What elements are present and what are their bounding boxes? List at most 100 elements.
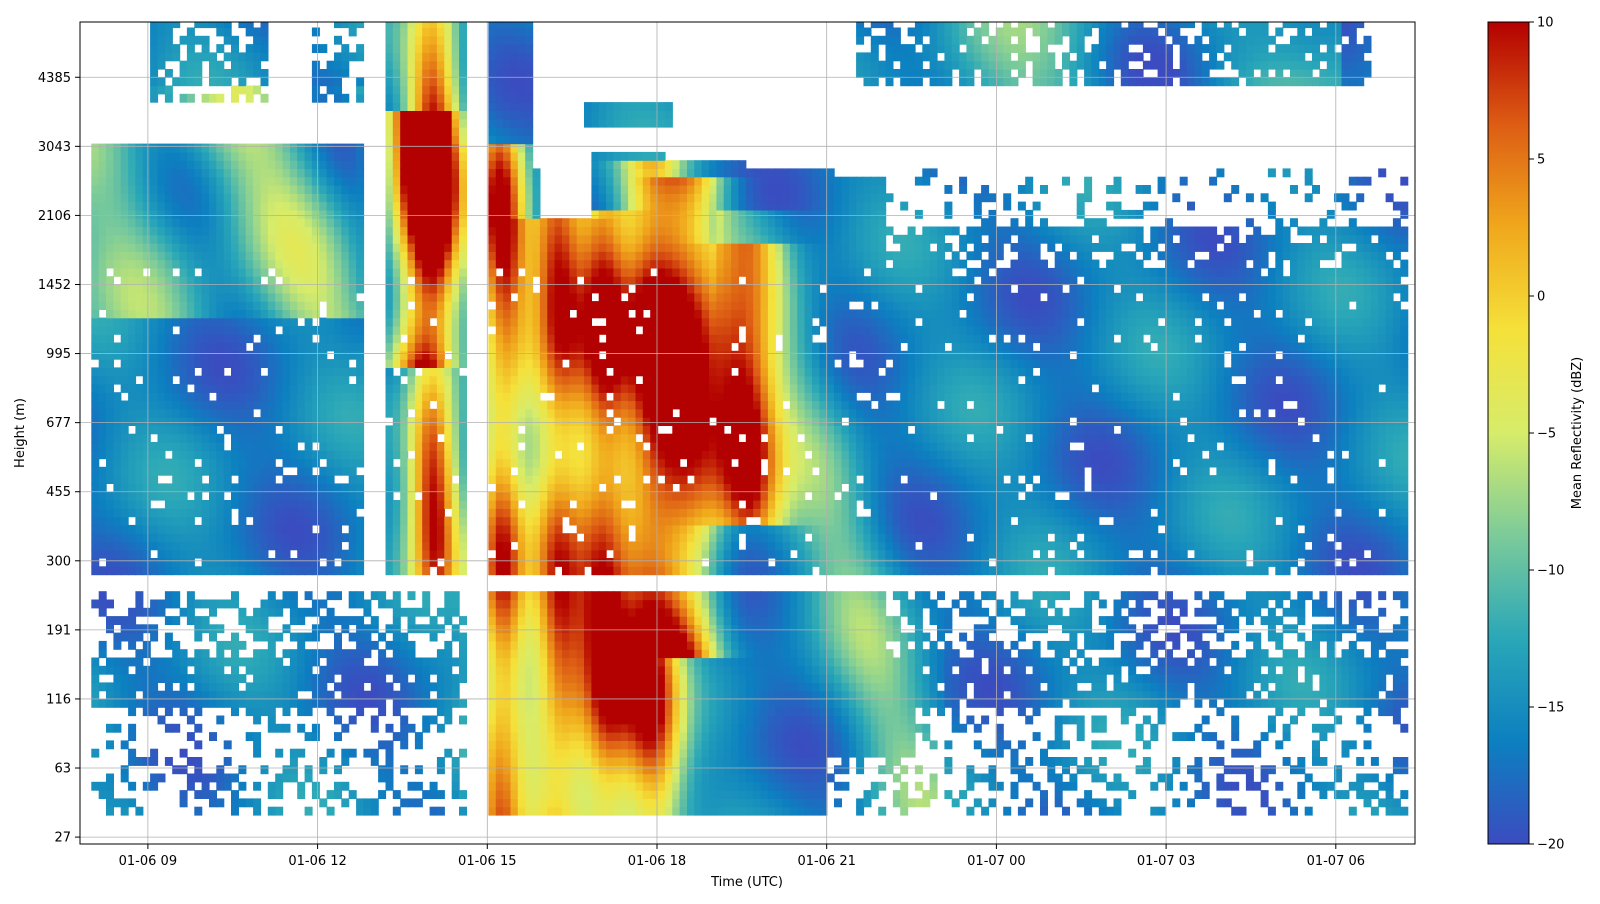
heatmap-cell (186, 185, 195, 194)
heatmap-cell (334, 325, 342, 335)
heatmap-cell (98, 325, 107, 335)
heatmap-cell (209, 209, 217, 219)
heatmap-cell (385, 500, 394, 509)
heatmap-cell (341, 781, 350, 791)
heatmap-cell (562, 533, 570, 543)
heatmap-cell (356, 143, 365, 153)
heatmap-cell (238, 491, 247, 501)
heatmap-cell (179, 466, 188, 476)
heatmap-cell (459, 151, 467, 161)
heatmap-cell (267, 143, 276, 153)
heatmap-cell (547, 384, 556, 393)
heatmap-cell (275, 350, 284, 360)
heatmap-cell (348, 698, 357, 708)
heatmap-cell (231, 649, 239, 659)
heatmap-cell (495, 690, 504, 700)
heatmap-cell (591, 168, 600, 178)
heatmap-cell (620, 798, 629, 808)
heatmap-cell (444, 458, 453, 468)
heatmap-cell (157, 674, 166, 683)
heatmap-cell (194, 168, 203, 178)
heatmap-cell (319, 267, 328, 277)
heatmap-cell (275, 292, 284, 302)
heatmap-cell (297, 508, 306, 518)
heatmap-cell (209, 267, 217, 277)
heatmap-cell (598, 259, 607, 269)
heatmap-cell (289, 665, 298, 675)
heatmap-cell (598, 549, 607, 559)
heatmap-cell (164, 384, 173, 393)
heatmap-cell (150, 342, 159, 352)
heatmap-cell (223, 640, 232, 650)
heatmap-cell (400, 483, 409, 493)
heatmap-cell (311, 541, 320, 551)
heatmap-cell (554, 425, 563, 435)
heatmap-cell (436, 118, 445, 128)
heatmap-cell (613, 748, 622, 758)
heatmap-cell (576, 723, 585, 733)
heatmap-cell (216, 516, 225, 526)
heatmap-cell (164, 234, 173, 244)
heatmap-cell (385, 69, 394, 78)
heatmap-cell (356, 276, 365, 286)
heatmap-cell (422, 176, 431, 186)
heatmap-cell (245, 44, 254, 53)
heatmap-cell (495, 508, 504, 518)
heatmap-cell (591, 442, 600, 451)
heatmap-cell (238, 259, 247, 269)
heatmap-cell (106, 201, 114, 211)
heatmap-cell (150, 690, 159, 700)
heatmap-cell (186, 524, 195, 534)
heatmap-cell (495, 27, 504, 37)
heatmap-cell (628, 640, 637, 650)
heatmap-cell (289, 417, 298, 426)
heatmap-cell (429, 657, 438, 667)
heatmap-cell (436, 52, 445, 62)
heatmap-cell (525, 110, 534, 120)
heatmap-cell (334, 168, 342, 178)
heatmap-cell (231, 334, 239, 344)
heatmap-cell (407, 118, 416, 128)
heatmap-cell (532, 591, 541, 601)
heatmap-cell (459, 342, 467, 352)
heatmap-cell (120, 657, 129, 667)
heatmap-cell (142, 400, 151, 410)
heatmap-cell (194, 757, 203, 766)
heatmap-cell (113, 442, 122, 451)
heatmap-cell (392, 516, 401, 526)
heatmap-cell (319, 185, 328, 194)
heatmap-cell (392, 168, 401, 178)
heatmap-cell (341, 466, 350, 476)
heatmap-cell (282, 458, 291, 468)
heatmap-cell (444, 549, 453, 559)
heatmap-cell (91, 566, 100, 576)
heatmap-cell (98, 218, 107, 228)
heatmap-cell (282, 251, 291, 261)
heatmap-cell (297, 657, 306, 667)
heatmap-cell (186, 616, 195, 625)
heatmap-cell (562, 500, 570, 509)
heatmap-cell (157, 558, 166, 567)
heatmap-cell (407, 640, 416, 650)
heatmap-cell (356, 342, 365, 352)
heatmap-cell (164, 524, 173, 534)
heatmap-cell (106, 243, 114, 252)
heatmap-cell (289, 516, 298, 526)
heatmap-cell (297, 698, 306, 708)
heatmap-cell (562, 392, 570, 402)
heatmap-cell (488, 408, 497, 418)
heatmap-cell (238, 798, 247, 808)
heatmap-cell (267, 433, 276, 443)
heatmap-cell (311, 176, 320, 186)
heatmap-cell (378, 690, 387, 700)
heatmap-cell (282, 500, 291, 509)
heatmap-cell (613, 442, 622, 451)
heatmap-cell (385, 201, 394, 211)
heatmap-cell (407, 665, 416, 675)
heatmap-cell (400, 160, 409, 170)
heatmap-cell (569, 773, 578, 783)
heatmap-cell (231, 466, 239, 476)
heatmap-cell (334, 433, 342, 443)
heatmap-cell (186, 317, 195, 327)
heatmap-cell (186, 60, 195, 70)
